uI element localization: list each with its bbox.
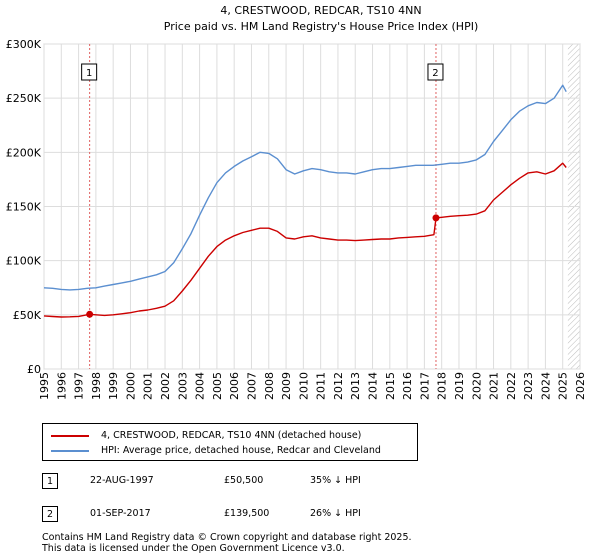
x-tick-label: 2012	[332, 372, 345, 400]
x-tick-label: 2017	[418, 372, 431, 400]
sale-price: £50,500	[224, 475, 264, 486]
sale-marker-box	[81, 63, 98, 81]
y-tick-label: £150K	[6, 201, 42, 214]
legend-swatch-property	[51, 435, 89, 437]
footer-line-copyright: Contains HM Land Registry data © Crown c…	[42, 532, 412, 543]
x-tick-label: 2008	[263, 372, 276, 400]
x-tick-label: 2018	[436, 372, 449, 400]
x-tick-label: 2011	[315, 372, 328, 400]
x-tick-label: 2019	[453, 372, 466, 400]
x-tick-label: 2013	[349, 372, 362, 400]
x-tick-label: 1998	[90, 372, 103, 400]
y-tick-label: £50K	[13, 309, 42, 322]
footer-line-licence: This data is licensed under the Open Gov…	[42, 543, 345, 554]
x-tick-label: 2014	[367, 372, 380, 400]
x-tick-label: 2021	[488, 372, 501, 400]
sale-marker-badge: 2	[42, 506, 58, 522]
y-tick-label: £300K	[6, 38, 42, 51]
y-tick-label: £100K	[6, 255, 42, 268]
x-tick-label: 2000	[124, 372, 137, 400]
price-chart: 4, CRESTWOOD, REDCAR, TS10 4NN Price pai…	[6, 4, 587, 400]
x-tick-label: 1997	[73, 372, 86, 400]
sale-marker-label: 1	[86, 68, 92, 79]
y-tick-label: £200K	[6, 146, 42, 159]
x-tick-label: 2002	[159, 372, 172, 400]
sale-marker-box	[427, 63, 444, 81]
x-tick-label: 2007	[245, 372, 258, 400]
x-tick-label: 1999	[107, 372, 120, 400]
x-tick-label: 2015	[384, 372, 397, 400]
sale-point	[432, 214, 440, 222]
property-price-line	[43, 162, 567, 318]
sale-row: 1 22-AUG-1997 £50,500 35% ↓ HPI	[42, 473, 422, 493]
y-tick-label: £250K	[6, 92, 42, 105]
legend-swatch-hpi	[51, 450, 89, 452]
x-tick-label: 2023	[522, 372, 535, 400]
x-tick-label: 2003	[176, 372, 189, 400]
x-tick-label: 1995	[38, 372, 51, 400]
x-tick-label: 1996	[55, 372, 68, 400]
x-tick-label: 2025	[557, 372, 570, 400]
sale-hpi-diff: 26% ↓ HPI	[310, 508, 361, 519]
x-tick-label: 2009	[280, 372, 293, 400]
x-tick-label: 2010	[297, 372, 310, 400]
sale-hpi-diff: 35% ↓ HPI	[310, 475, 361, 486]
sale-price: £139,500	[224, 508, 270, 519]
sale-date: 22-AUG-1997	[90, 475, 154, 486]
footer-attribution: Contains HM Land Registry data © Crown c…	[42, 532, 412, 554]
x-tick-label: 2024	[539, 372, 552, 400]
x-tick-label: 2004	[194, 372, 207, 400]
sale-marker-badge: 1	[42, 473, 58, 489]
sale-marker-label: 2	[432, 68, 438, 79]
legend: 4, CRESTWOOD, REDCAR, TS10 4NN (detached…	[42, 423, 418, 461]
y-tick-label: £0	[27, 363, 41, 376]
x-tick-label: 2020	[470, 372, 483, 400]
chart-title: 4, CRESTWOOD, REDCAR, TS10 4NN	[220, 4, 421, 17]
x-tick-label: 2016	[401, 372, 414, 400]
x-tick-label: 2001	[142, 372, 155, 400]
x-tick-label: 2006	[228, 372, 241, 400]
sale-date: 01-SEP-2017	[90, 508, 151, 519]
chart-subtitle: Price paid vs. HM Land Registry's House …	[164, 20, 479, 33]
sale-point	[86, 310, 94, 318]
legend-label-hpi: HPI: Average price, detached house, Redc…	[101, 445, 381, 456]
sale-row: 2 01-SEP-2017 £139,500 26% ↓ HPI	[42, 506, 422, 526]
x-tick-label: 2026	[574, 372, 587, 400]
legend-label-property: 4, CRESTWOOD, REDCAR, TS10 4NN (detached…	[101, 430, 362, 441]
hpi-line	[43, 84, 567, 291]
x-tick-label: 2005	[211, 372, 224, 400]
x-tick-label: 2022	[505, 372, 518, 400]
